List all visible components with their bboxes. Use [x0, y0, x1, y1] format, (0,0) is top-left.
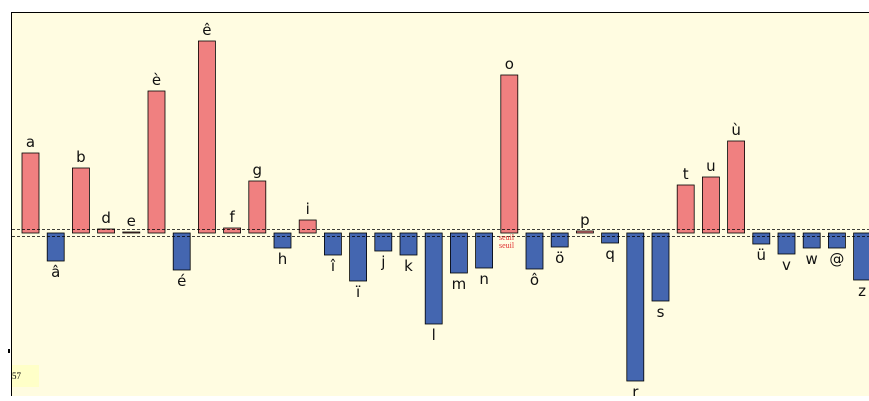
bar-t — [676, 184, 695, 234]
bar-w — [802, 232, 821, 249]
chart-frame: a â b d e è é ê f g h i î ï j k l m n o ô ö p q r s t u ù ü v w @ z seuil… — [11, 12, 869, 396]
bar-o — [500, 74, 519, 234]
bar-label: b — [76, 148, 86, 166]
bar-label: a — [26, 133, 35, 151]
bar-label: @ — [829, 250, 844, 268]
bar-label: ï — [355, 283, 361, 301]
bar-label: n — [479, 270, 489, 288]
bar-a — [21, 152, 40, 234]
bar-é — [172, 232, 191, 271]
bar-k — [399, 232, 418, 256]
bar-label: e — [127, 212, 136, 230]
bar-label: l — [432, 326, 436, 344]
bar-label: s — [657, 303, 665, 321]
bar-chart: a â b d e è é ê f g h i î ï j k l m n o ôö pq r s t uù üv w @ z — [12, 21, 869, 396]
bar-ù — [727, 140, 745, 234]
bar-ê — [197, 40, 216, 234]
threshold-label: seuil — [499, 233, 515, 242]
bar-label: h — [278, 250, 288, 268]
bar-z — [853, 232, 869, 281]
bar-f — [223, 227, 242, 234]
bar-l — [424, 232, 443, 325]
bar-label: r — [632, 383, 639, 396]
bar-label: î — [330, 257, 336, 275]
threshold-labels: seuil seuil — [499, 234, 529, 250]
bar-â — [46, 232, 65, 262]
bar-p — [576, 230, 594, 234]
bar-r — [626, 232, 645, 382]
bar-label: q — [605, 245, 615, 263]
bar-è — [147, 90, 166, 234]
bar-@ — [828, 232, 846, 249]
corner-value: 57 — [12, 371, 21, 381]
bar-label: â — [51, 263, 60, 281]
threshold-guides — [12, 229, 869, 237]
bar-label: j — [380, 253, 385, 271]
bar-label: d — [101, 209, 111, 227]
bar-j — [374, 232, 393, 252]
bar-b — [72, 167, 90, 234]
bar-label: è — [152, 71, 161, 89]
bar-label: m — [452, 275, 467, 293]
bar-label: ü — [757, 246, 767, 264]
bar-ô — [525, 232, 544, 270]
bar-label: o — [505, 55, 514, 73]
bar-î — [323, 232, 342, 256]
bar-label: w — [806, 250, 818, 268]
left-tick-mark — [8, 349, 10, 353]
bar-g — [248, 180, 267, 234]
bar-label: g — [253, 161, 263, 179]
bar-s — [651, 232, 670, 302]
bar-d — [97, 228, 115, 234]
bar-u — [702, 176, 720, 234]
bar-labels-group: a â b d e è é ê f g h i î ï j k l m n o ôö pq r s t uù üv w @ z — [26, 21, 866, 396]
bar-label: p — [580, 211, 590, 229]
bar-label: v — [782, 256, 791, 274]
bar-q — [601, 232, 619, 244]
bar-e — [122, 231, 141, 234]
bar-v — [777, 232, 796, 255]
bar-n — [475, 232, 494, 269]
bar-ü — [752, 232, 771, 245]
bar-label: k — [404, 257, 413, 275]
bar-label: ù — [731, 121, 741, 139]
bar-ö — [550, 232, 569, 248]
corner-value-box: 57 — [12, 365, 39, 387]
bar-m — [449, 232, 468, 274]
bar-label: f — [229, 208, 235, 226]
bar-label: ö — [555, 249, 564, 267]
bar-label: z — [858, 282, 866, 300]
bars-group — [21, 40, 869, 382]
bar-label: t — [683, 165, 689, 183]
bar-ï — [349, 232, 368, 282]
threshold-label: seuil — [499, 241, 515, 250]
bar-label: ô — [530, 271, 539, 289]
bar-label: i — [306, 200, 310, 218]
bar-label: é — [177, 272, 186, 290]
bar-h — [273, 232, 292, 249]
bar-i — [298, 219, 317, 234]
bar-label: u — [706, 157, 716, 175]
bar-label: ê — [202, 21, 211, 39]
